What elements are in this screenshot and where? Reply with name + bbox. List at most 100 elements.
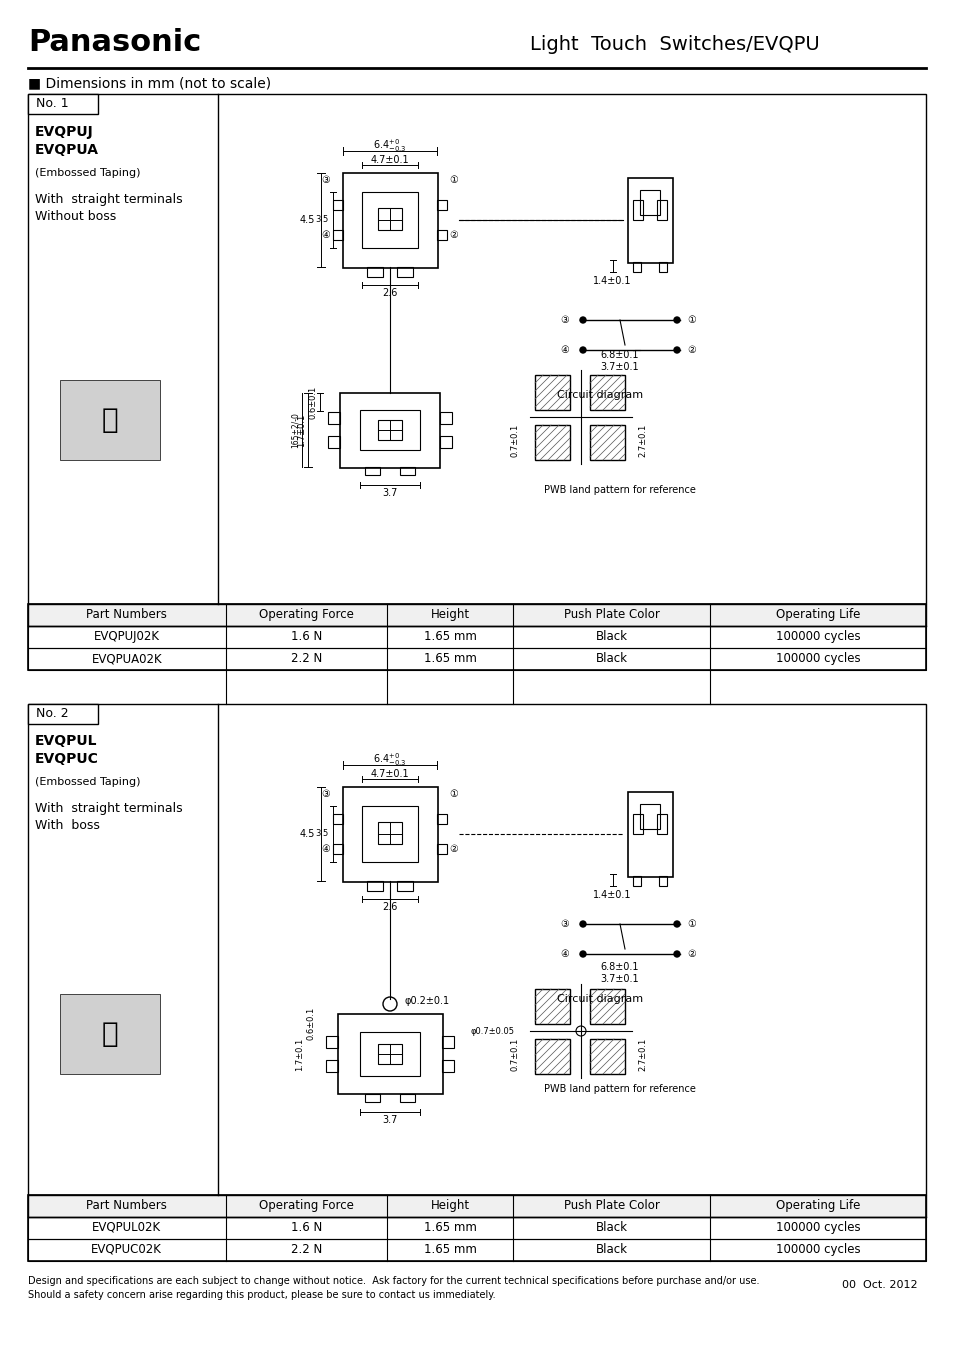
Text: Height: Height — [430, 1198, 469, 1212]
Bar — [633, 200, 642, 220]
Bar — [367, 881, 382, 892]
Circle shape — [673, 347, 679, 353]
Bar — [28, 648, 925, 670]
Text: ④: ④ — [560, 345, 569, 355]
Text: 📷: 📷 — [102, 1020, 118, 1048]
Text: Should a safety concern arise regarding this product, please be sure to contact : Should a safety concern arise regarding … — [28, 1290, 496, 1300]
Bar — [535, 376, 569, 409]
Text: 📷: 📷 — [102, 407, 118, 434]
Text: 4.5: 4.5 — [299, 830, 314, 839]
Bar — [28, 1239, 925, 1260]
Text: 2.7±0.1: 2.7±0.1 — [638, 1038, 646, 1070]
Text: ④: ④ — [560, 948, 569, 959]
Text: ③: ③ — [560, 315, 569, 326]
Bar — [28, 704, 925, 1196]
Bar — [377, 1044, 401, 1065]
Text: (Embossed Taping): (Embossed Taping) — [35, 168, 140, 178]
Bar — [333, 844, 343, 854]
Text: Operating Force: Operating Force — [258, 608, 354, 621]
Text: EVQPUC: EVQPUC — [35, 753, 99, 766]
Circle shape — [673, 951, 679, 957]
Bar — [399, 467, 415, 476]
Bar — [28, 604, 925, 626]
Text: ②: ② — [687, 948, 696, 959]
Bar — [361, 192, 417, 249]
Text: With  boss: With boss — [35, 819, 100, 832]
Text: φ0.7±0.05: φ0.7±0.05 — [471, 1027, 515, 1035]
Text: EVQPUL: EVQPUL — [35, 734, 97, 748]
Bar — [441, 1061, 454, 1071]
Text: Black: Black — [595, 1221, 627, 1233]
Text: (Embossed Taping): (Embossed Taping) — [35, 777, 140, 788]
Bar — [28, 1217, 925, 1239]
Bar — [343, 173, 437, 267]
Bar — [436, 200, 447, 209]
Text: Operating Force: Operating Force — [258, 1198, 354, 1212]
Bar — [657, 815, 666, 834]
Bar — [337, 1015, 442, 1094]
Text: Push Plate Color: Push Plate Color — [563, 1198, 659, 1212]
Text: 3.7±0.1: 3.7±0.1 — [600, 974, 639, 984]
Circle shape — [673, 317, 679, 323]
Bar — [436, 844, 447, 854]
Bar — [589, 426, 624, 459]
Text: Black: Black — [595, 653, 627, 665]
Text: ④: ④ — [320, 230, 330, 240]
Text: 2.2 N: 2.2 N — [291, 653, 322, 665]
Bar — [633, 815, 642, 834]
Text: Black: Black — [595, 1243, 627, 1256]
Text: With  straight terminals: With straight terminals — [35, 802, 182, 815]
Text: No. 2: No. 2 — [36, 707, 69, 720]
Text: 1.65 mm: 1.65 mm — [423, 653, 476, 665]
Bar — [436, 230, 447, 240]
Bar — [377, 208, 401, 230]
Text: 1.6 N: 1.6 N — [291, 1221, 322, 1233]
Bar — [361, 807, 417, 862]
Text: ②: ② — [449, 230, 457, 240]
Text: 165±2/-0: 165±2/-0 — [291, 412, 299, 449]
Bar — [367, 267, 382, 277]
Text: 3.5: 3.5 — [315, 830, 329, 839]
Text: 4.7±0.1: 4.7±0.1 — [371, 769, 409, 780]
Text: 2.6: 2.6 — [382, 902, 397, 912]
Text: 0.7±0.1: 0.7±0.1 — [511, 423, 519, 457]
Bar — [60, 380, 160, 459]
Text: ③: ③ — [560, 919, 569, 929]
Bar — [328, 412, 339, 424]
Bar — [399, 1094, 415, 1102]
Text: Circuit diagram: Circuit diagram — [557, 390, 642, 400]
Text: 1.7±0.1: 1.7±0.1 — [294, 1038, 304, 1070]
Text: EVQPUL02K: EVQPUL02K — [92, 1221, 161, 1233]
Text: Design and specifications are each subject to change without notice.  Ask factor: Design and specifications are each subje… — [28, 1275, 759, 1286]
Circle shape — [579, 951, 585, 957]
Text: 1.6 N: 1.6 N — [291, 630, 322, 643]
Bar — [659, 875, 666, 886]
Text: ①: ① — [449, 789, 457, 798]
Text: Push Plate Color: Push Plate Color — [563, 608, 659, 621]
Bar — [28, 1196, 925, 1260]
Text: ■ Dimensions in mm (not to scale): ■ Dimensions in mm (not to scale) — [28, 76, 271, 91]
Bar — [28, 95, 925, 604]
Text: 1.65 mm: 1.65 mm — [423, 1221, 476, 1233]
Bar — [333, 230, 343, 240]
Text: ④: ④ — [320, 844, 330, 854]
Bar — [633, 262, 640, 272]
Text: Circuit diagram: Circuit diagram — [557, 994, 642, 1004]
Circle shape — [579, 921, 585, 927]
Text: 100000 cycles: 100000 cycles — [775, 653, 860, 665]
Text: 3.7: 3.7 — [382, 488, 397, 499]
Text: 0.6±0.1: 0.6±0.1 — [307, 1006, 315, 1040]
Bar — [365, 467, 379, 476]
Bar — [396, 267, 413, 277]
Text: Part Numbers: Part Numbers — [87, 1198, 167, 1212]
Text: 2.2 N: 2.2 N — [291, 1243, 322, 1256]
Text: 3.7: 3.7 — [382, 1115, 397, 1125]
Text: 100000 cycles: 100000 cycles — [775, 630, 860, 643]
Text: 2.6: 2.6 — [382, 288, 397, 299]
Text: EVQPUJ02K: EVQPUJ02K — [93, 630, 159, 643]
Text: Height: Height — [430, 608, 469, 621]
Text: 6.4$^{+0}_{-0.3}$: 6.4$^{+0}_{-0.3}$ — [373, 136, 406, 154]
Text: With  straight terminals: With straight terminals — [35, 193, 182, 205]
Text: φ0.2±0.1: φ0.2±0.1 — [405, 996, 450, 1006]
Bar — [359, 409, 419, 450]
